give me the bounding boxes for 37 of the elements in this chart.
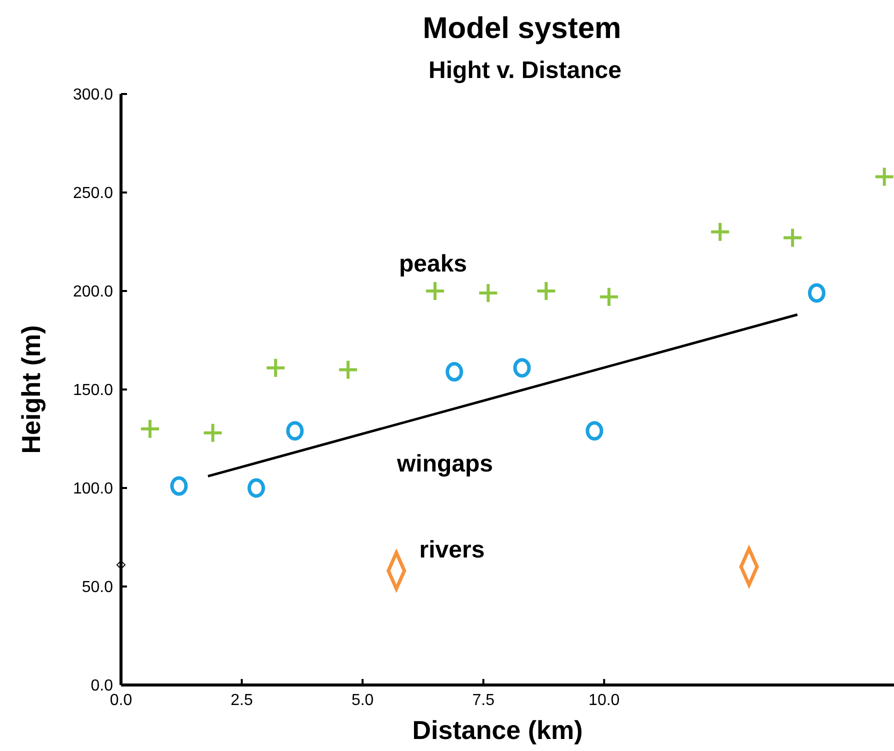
y-axis-title: Height (m) [16, 325, 46, 454]
y-tick-label: 300.0 [72, 86, 114, 104]
point [598, 286, 620, 308]
y-tick-label: 250.0 [72, 185, 114, 202]
y-tick-label: 200.0 [72, 284, 114, 301]
x-axis-title: Distance (km) [412, 715, 583, 745]
x-tick-label: 2.5 [230, 692, 253, 709]
point [139, 418, 160, 440]
chart-subtitle: Hight v. Distance [428, 57, 622, 84]
point [536, 280, 557, 302]
y-tick-label: 50.0 [82, 579, 114, 596]
y-tick-label: 0.0 [90, 678, 114, 695]
point [513, 358, 531, 378]
point [782, 227, 804, 248]
annotation: peaks [398, 250, 468, 278]
point [446, 362, 464, 382]
point [424, 280, 446, 302]
point [338, 359, 359, 380]
point [478, 282, 499, 304]
point [265, 357, 286, 378]
point [202, 422, 224, 444]
point [874, 166, 894, 188]
y-tick-label: 100.0 [72, 480, 114, 498]
y-tick-label: 150.0 [72, 382, 114, 400]
chart-title: Model system [422, 12, 622, 45]
annotation: wingaps [396, 450, 494, 478]
x-tick-label: 0.0 [110, 692, 132, 709]
point [170, 476, 188, 496]
annotation: rivers [419, 536, 485, 564]
point [808, 283, 826, 303]
point [710, 221, 731, 242]
point [286, 421, 304, 441]
x-tick-label: 5.0 [351, 692, 374, 709]
point [586, 421, 604, 441]
x-tick-label: 10.0 [588, 692, 620, 709]
point [248, 478, 266, 498]
x-tick-label: 7.5 [472, 692, 495, 709]
